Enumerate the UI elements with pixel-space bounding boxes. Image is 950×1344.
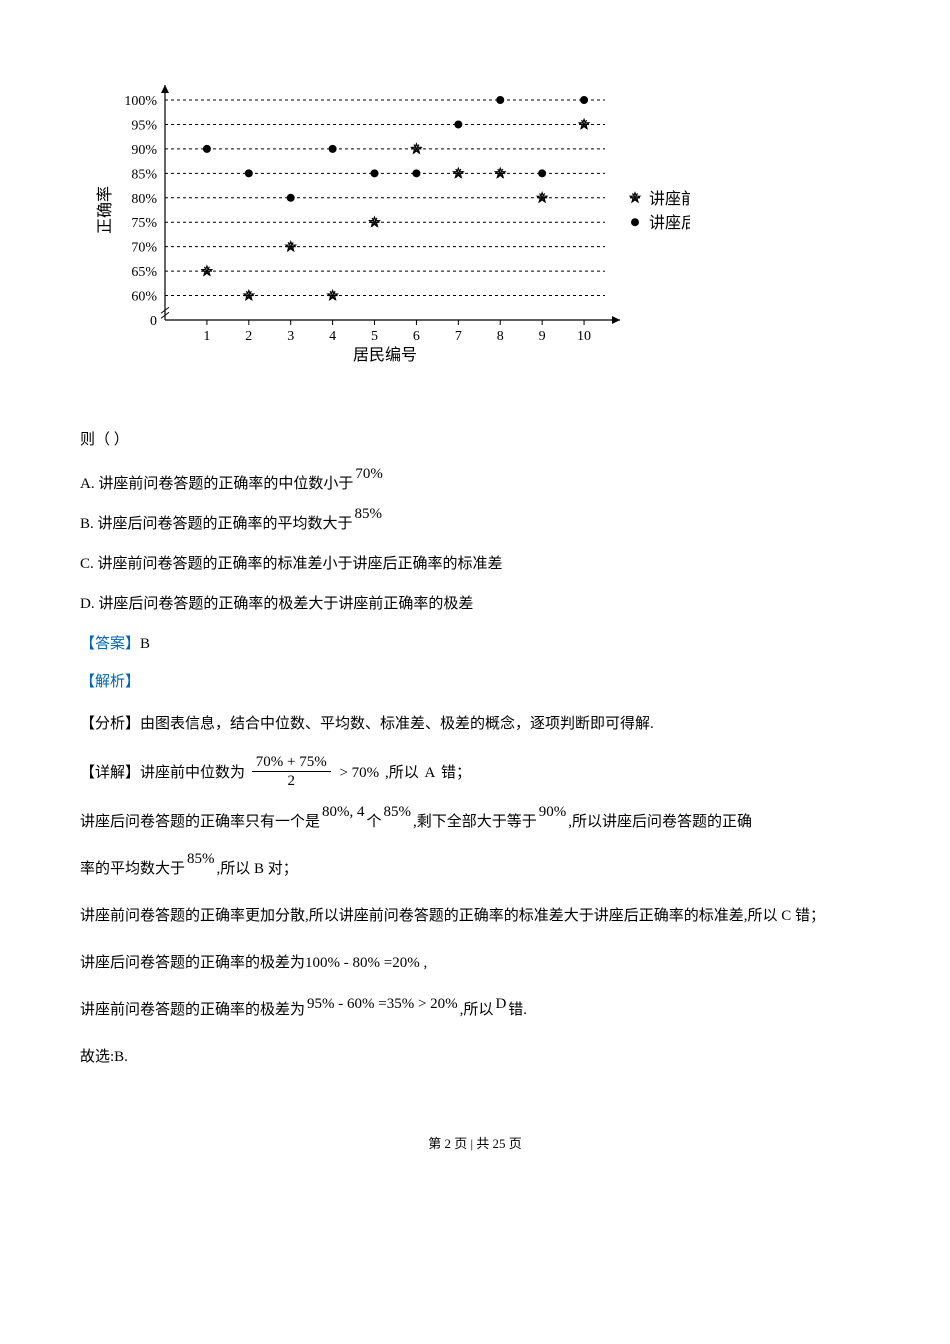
svg-text:3: 3 <box>287 329 294 344</box>
l2d: ,所以讲座后问卷答题的正确 <box>568 814 752 830</box>
svg-text:7: 7 <box>455 329 462 344</box>
final-line: 故选:B. <box>80 1041 870 1074</box>
svg-text:85%: 85% <box>131 167 157 182</box>
option-c: C. 讲座前问卷答题的正确率的标准差小于讲座后正确率的标准差 <box>80 552 870 576</box>
l6a: 讲座前问卷答题的正确率的极差为 <box>80 1002 305 1018</box>
detail-suffix-b: 错； <box>441 765 471 781</box>
l2b: 个 <box>367 814 382 830</box>
scatter-chart: 0 60% 65% 70% 75% 80% 85% 90% 95% 100% 1 2 3 4 5 6 7 8 9 10… <box>90 60 870 388</box>
l6D: D <box>495 996 506 1012</box>
svg-text:65%: 65% <box>131 265 157 280</box>
l5a: 讲座后问卷答题的正确率的极差为 <box>80 955 305 971</box>
option-a-text: A. 讲座前问卷答题的正确率的中位数小于 <box>80 472 353 496</box>
detail-prefix: 【详解】讲座前中位数为 <box>80 765 245 781</box>
detail-compare: > 70% <box>336 765 379 781</box>
option-d-text: D. 讲座后问卷答题的正确率的极差大于讲座前正确率的极差 <box>80 592 473 616</box>
svg-text:5: 5 <box>371 329 378 344</box>
svg-text:60%: 60% <box>131 290 157 305</box>
fenxi-line: 【分析】由图表信息，结合中位数、平均数、标准差、极差的概念，逐项判断即可得解. <box>80 708 870 741</box>
svg-text:居民编号: 居民编号 <box>353 346 417 364</box>
analysis-label: 【解析】 <box>80 670 870 694</box>
fraction-1: 70% + 75% 2 <box>252 753 331 790</box>
svg-text:10: 10 <box>577 329 591 344</box>
option-a: A. 讲座前问卷答题的正确率的中位数小于 70% <box>80 472 870 496</box>
l5b: , <box>420 955 428 971</box>
l2c: ,剩下全部大于等于 <box>413 814 537 830</box>
option-b-value: 85% <box>355 502 383 526</box>
option-b-text: B. 讲座后问卷答题的正确率的平均数大于 <box>80 512 353 536</box>
svg-text:0: 0 <box>150 314 157 329</box>
svg-text:6: 6 <box>413 329 420 344</box>
l5v: 100% - 80% =20% <box>305 955 420 971</box>
l3b: ,所以 B 对； <box>217 861 298 877</box>
l2v1: 80%, 4 <box>322 804 365 820</box>
frac-num: 70% + 75% <box>252 753 331 772</box>
svg-text:8: 8 <box>497 329 504 344</box>
svg-text:讲座前: 讲座前 <box>649 190 690 208</box>
l2a: 讲座后问卷答题的正确率只有一个是 <box>80 814 320 830</box>
svg-text:1: 1 <box>203 329 210 344</box>
detail-line-6: 讲座前问卷答题的正确率的极差为95% - 60% =35% > 20%,所以D错… <box>80 994 870 1027</box>
detail-line-2: 讲座后问卷答题的正确率只有一个是80%, 4个85%,剩下全部大于等于90%,所… <box>80 806 870 839</box>
svg-text:讲座后: 讲座后 <box>649 214 690 232</box>
option-c-text: C. 讲座前问卷答题的正确率的标准差小于讲座后正确率的标准差 <box>80 552 503 576</box>
svg-text:4: 4 <box>329 329 336 344</box>
svg-text:70%: 70% <box>131 241 157 256</box>
svg-text:80%: 80% <box>131 192 157 207</box>
detail-letter-a: A <box>424 765 435 781</box>
option-a-value: 70% <box>355 462 383 486</box>
l2v2: 85% <box>384 804 412 820</box>
svg-text:75%: 75% <box>131 216 157 231</box>
l3v1: 85% <box>187 851 215 867</box>
detail-line-5: 讲座后问卷答题的正确率的极差为100% - 80% =20% , <box>80 947 870 980</box>
detail-line-3: 率的平均数大于85%,所以 B 对； <box>80 853 870 886</box>
detail-suffix: ,所以 <box>385 765 419 781</box>
l6b: ,所以 <box>460 1002 494 1018</box>
l2v3: 90% <box>539 804 567 820</box>
l6v: 95% - 60% =35% > 20% <box>307 996 458 1012</box>
frac-den: 2 <box>252 772 331 790</box>
svg-text:9: 9 <box>539 329 546 344</box>
answer-label: 【答案】 <box>80 636 140 652</box>
svg-text:正确率: 正确率 <box>96 186 114 234</box>
detail-line-4: 讲座前问卷答题的正确率更加分散,所以讲座前问卷答题的正确率的标准差大于讲座后正确… <box>80 900 870 933</box>
detail-line-1: 【详解】讲座前中位数为 70% + 75% 2 > 70% ,所以 A 错； <box>80 755 870 792</box>
l3a: 率的平均数大于 <box>80 861 185 877</box>
svg-text:2: 2 <box>245 329 252 344</box>
page-number: 第 2 页 | 共 25 页 <box>80 1134 870 1155</box>
question-stem: 则（ ） <box>80 428 870 452</box>
answer-value: B <box>140 636 150 652</box>
svg-text:90%: 90% <box>131 143 157 158</box>
svg-text:100%: 100% <box>124 94 157 109</box>
option-d: D. 讲座后问卷答题的正确率的极差大于讲座前正确率的极差 <box>80 592 870 616</box>
answer-line: 【答案】B <box>80 632 870 656</box>
svg-text:95%: 95% <box>131 118 157 133</box>
l6c: 错. <box>508 1002 527 1018</box>
option-b: B. 讲座后问卷答题的正确率的平均数大于 85% <box>80 512 870 536</box>
